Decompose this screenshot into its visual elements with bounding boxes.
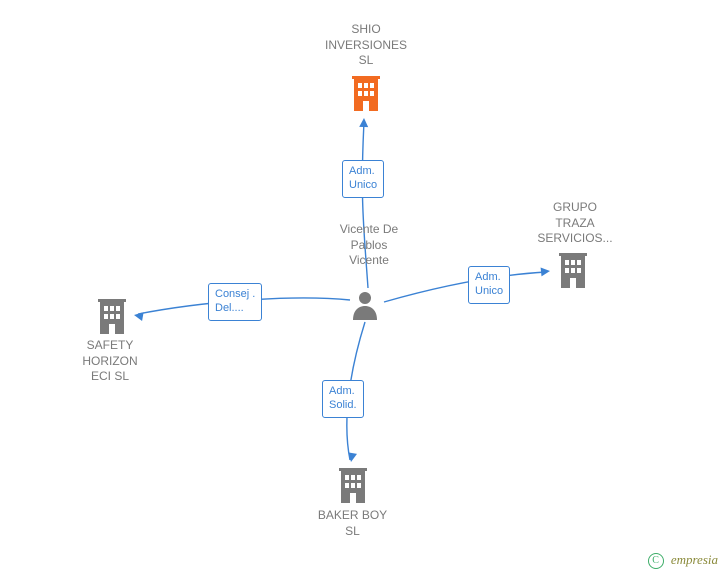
node-label: SAFETY HORIZON ECI SL [70,338,150,385]
building-icon [350,75,382,116]
edge-path [384,272,546,302]
edge-label: Adm. Unico [468,266,510,304]
building-icon [337,467,369,508]
person-icon [351,290,379,325]
center-node-label: Vicente De Pablos Vicente [330,222,408,269]
copyright: C empresia [648,552,718,569]
node-label: GRUPO TRAZA SERVICIOS... [530,200,620,247]
node-label: SHIO INVERSIONES SL [316,22,416,69]
node-label: BAKER BOY SL [310,508,395,539]
copyright-symbol: C [648,553,664,569]
edge-label: Adm. Solid. [322,380,364,418]
edge-label: Consej . Del.... [208,283,262,321]
building-icon [557,252,589,293]
edge-label: Adm. Unico [342,160,384,198]
copyright-text: empresia [671,552,718,567]
building-icon [96,298,128,339]
